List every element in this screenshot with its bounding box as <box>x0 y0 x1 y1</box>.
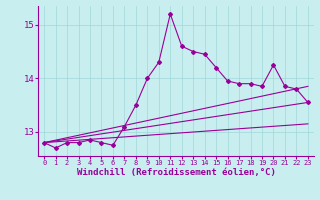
X-axis label: Windchill (Refroidissement éolien,°C): Windchill (Refroidissement éolien,°C) <box>76 168 276 177</box>
